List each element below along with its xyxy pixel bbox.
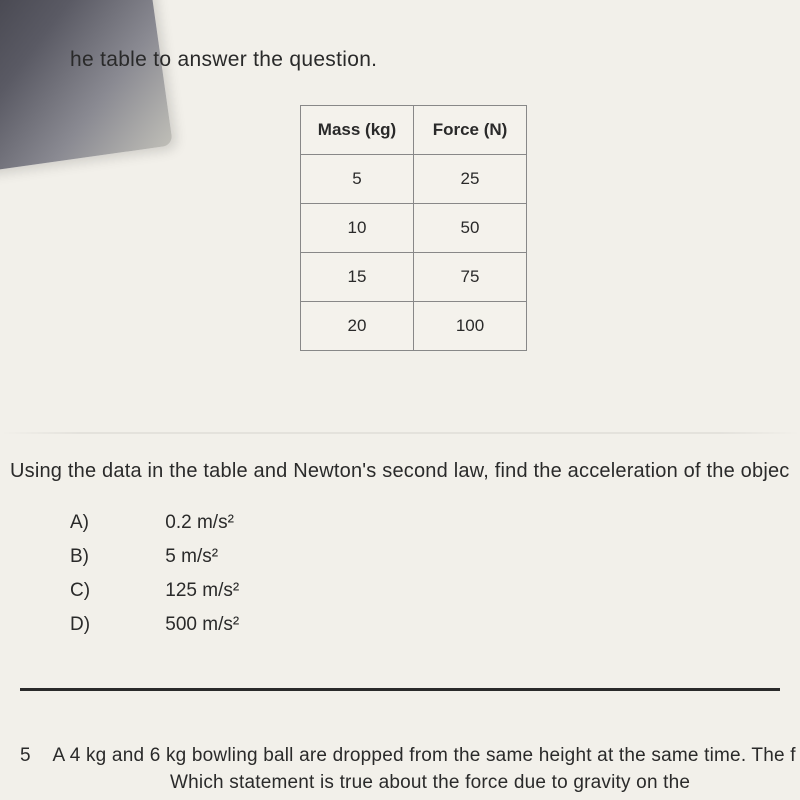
choice-text: 125 m/s² (165, 580, 239, 601)
col-header-force: Force (N) (414, 106, 527, 155)
cell: 15 (301, 253, 414, 302)
choice-letter: C) (70, 580, 160, 602)
choice-c: C) 125 m/s² (70, 580, 239, 602)
choice-text: 5 m/s² (165, 546, 218, 567)
choice-letter: B) (70, 546, 160, 568)
choice-letter: D) (70, 614, 160, 636)
col-header-mass: Mass (kg) (301, 106, 414, 155)
cell: 5 (301, 155, 414, 204)
choice-letter: A) (70, 512, 160, 534)
cell: 50 (414, 204, 527, 253)
table-row: 5 25 (301, 155, 527, 204)
choice-d: D) 500 m/s² (70, 614, 239, 636)
table-row: 15 75 (301, 253, 527, 302)
choice-a: A) 0.2 m/s² (70, 512, 239, 534)
choice-text: 500 m/s² (165, 614, 239, 635)
question-stem: Using the data in the table and Newton's… (10, 460, 790, 483)
instruction-text: he table to answer the question. (70, 48, 377, 72)
fold-shadow (0, 432, 800, 434)
next-question-text1: A 4 kg and 6 kg bowling ball are dropped… (52, 745, 795, 766)
table-header-row: Mass (kg) Force (N) (301, 106, 527, 155)
cell: 75 (414, 253, 527, 302)
choice-text: 0.2 m/s² (165, 512, 234, 533)
cell: 25 (414, 155, 527, 204)
choice-b: B) 5 m/s² (70, 546, 239, 568)
table-row: 20 100 (301, 302, 527, 351)
cell: 10 (301, 204, 414, 253)
question-number: 5 (20, 745, 48, 767)
cell: 20 (301, 302, 414, 351)
worksheet-page: he table to answer the question. Mass (k… (0, 0, 800, 800)
page-curl-corner (0, 0, 173, 173)
mass-force-table: Mass (kg) Force (N) 5 25 10 50 15 75 20 … (300, 105, 527, 351)
next-question-line2: Which statement is true about the force … (170, 772, 690, 794)
table-row: 10 50 (301, 204, 527, 253)
cell: 100 (414, 302, 527, 351)
answer-choices: A) 0.2 m/s² B) 5 m/s² C) 125 m/s² D) 500… (70, 500, 239, 648)
next-question-line1: 5 A 4 kg and 6 kg bowling ball are dropp… (20, 745, 800, 767)
section-divider-rule (20, 688, 780, 691)
